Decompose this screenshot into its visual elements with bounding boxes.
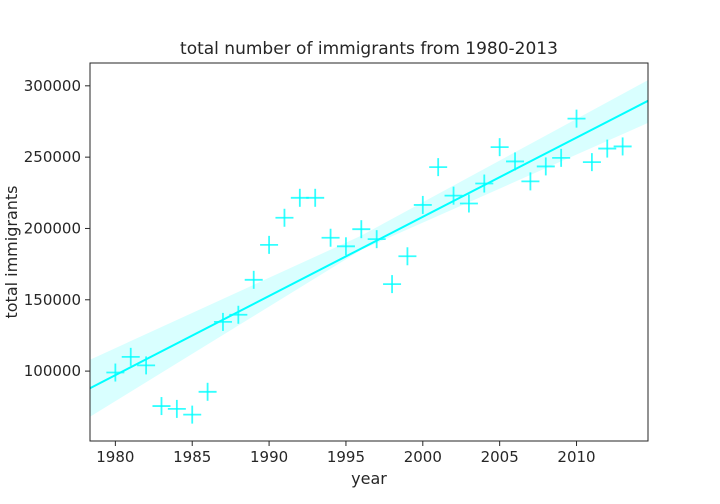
data-point (444, 186, 463, 205)
data-point (429, 158, 448, 177)
x-tick-label: 2005 (481, 448, 519, 466)
y-axis-ticks: 100000 150000 200000 250000 300000 (24, 77, 90, 380)
plot-frame (89, 62, 649, 442)
data-point (613, 137, 632, 156)
data-point (383, 275, 402, 294)
data-point (367, 230, 386, 249)
data-point (352, 220, 371, 239)
y-tick-label: 300000 (24, 77, 81, 95)
data-point (260, 235, 279, 254)
data-point (183, 405, 202, 424)
data-point (198, 382, 217, 401)
regression-line (89, 99, 649, 390)
y-tick-label: 150000 (24, 291, 81, 309)
data-point (536, 157, 555, 176)
data-point (137, 356, 156, 375)
x-tick-label: 1990 (250, 448, 288, 466)
data-point (306, 188, 325, 207)
data-point (152, 397, 171, 416)
data-point (552, 148, 571, 167)
data-point (398, 247, 417, 266)
data-point (475, 174, 494, 193)
regression-line-layer (89, 99, 649, 390)
confidence-band-layer (90, 80, 648, 417)
data-point (229, 305, 248, 324)
data-point (244, 270, 263, 289)
x-axis-label: year (351, 469, 387, 488)
data-point (275, 208, 294, 227)
data-point (321, 228, 340, 247)
data-point (121, 347, 140, 366)
data-point (506, 152, 525, 171)
x-axis-ticks: 1980 1985 1990 1995 2000 2005 2010 (96, 441, 596, 466)
chart-title: total number of immigrants from 1980-201… (180, 39, 558, 59)
x-tick-label: 2010 (557, 448, 595, 466)
data-point (582, 153, 601, 172)
data-point (167, 399, 186, 418)
x-tick-label: 1980 (96, 448, 134, 466)
data-point (106, 363, 125, 382)
y-tick-label: 200000 (24, 219, 81, 237)
x-tick-label: 1985 (173, 448, 211, 466)
data-point (336, 237, 355, 256)
x-tick-label: 1995 (327, 448, 365, 466)
data-point (521, 172, 540, 191)
data-point (567, 109, 586, 128)
data-point (413, 195, 432, 214)
data-points-layer (106, 109, 632, 424)
x-tick-label: 2000 (404, 448, 442, 466)
data-point (213, 312, 232, 331)
y-axis-label: total immigrants (2, 185, 21, 318)
data-point (490, 138, 509, 157)
y-tick-label: 100000 (24, 362, 81, 380)
data-point (290, 188, 309, 207)
data-point (459, 194, 478, 213)
regression-confidence-band (90, 80, 648, 417)
y-tick-label: 250000 (24, 148, 81, 166)
data-point (598, 139, 617, 158)
